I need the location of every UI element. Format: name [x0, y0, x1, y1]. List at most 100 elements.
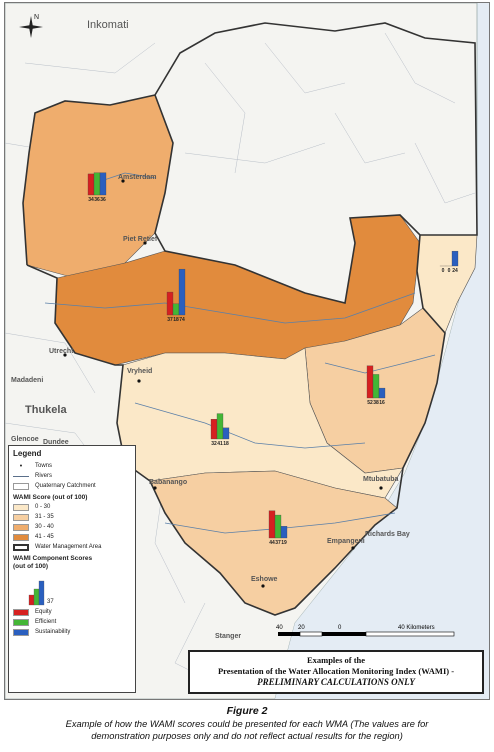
bar-group-central: 37 18 74: [166, 268, 186, 323]
bar-label-south-0: 44: [269, 540, 275, 546]
legend-sustainability: Sustainability: [13, 627, 131, 637]
bar-label-north-1: 36: [94, 197, 100, 203]
legend-row-wma: Water Management Area: [13, 542, 131, 552]
label-mtubatuba: Mtubatuba: [363, 476, 398, 483]
legend-row-rivers: Rivers: [13, 471, 131, 481]
bar-label-central-2: 74: [179, 317, 185, 323]
bar-label-middle-1: 41: [217, 441, 223, 447]
bar-label-east-1: 0: [448, 268, 451, 274]
north-arrow-icon: N: [19, 14, 43, 38]
label-empangeni: Empangeni: [327, 538, 365, 545]
bar-label-south-2: 19: [281, 540, 287, 546]
scale-bar: 40 20 0 40 Kilometers: [274, 622, 474, 644]
bar-label-middle-2: 18: [223, 441, 229, 447]
bar-central-1: [172, 303, 180, 316]
figure-caption: Example of how the WAMI scores could be …: [0, 718, 494, 742]
label-thukela: Thukela: [25, 404, 67, 416]
label-dundee: Dundee: [43, 439, 69, 446]
bar-label-north-2: 36: [100, 197, 106, 203]
title-line-3: PRELIMINARY CALCULATIONS ONLY: [257, 677, 415, 687]
wma-boundary-coast: [26, 234, 446, 616]
legend-efficient: Efficient: [13, 617, 131, 627]
ocean: [275, 233, 489, 699]
bar-group-middle: 32 41 18: [210, 413, 230, 447]
towns: [63, 179, 383, 588]
bar-south-2: [280, 526, 288, 539]
label-richards-bay: Richards Bay: [365, 531, 410, 538]
town-dot-babanango: [153, 486, 157, 490]
scale-tick-3: 40 Kilometers: [398, 625, 435, 631]
label-eshowe: Eshowe: [251, 576, 278, 583]
bar-north-2: [99, 172, 107, 196]
caption-line-2: demonstration purposes only and do not r…: [91, 731, 403, 741]
legend-score-title: WAMI Score (out of 100): [13, 494, 88, 501]
wma-boundary-south: [22, 94, 156, 266]
wma-boundary: [154, 22, 478, 304]
bar-label-east-0: 0: [442, 268, 445, 274]
caption-line-1: Example of how the WAMI scores could be …: [65, 719, 429, 729]
bar-south-east-0: [366, 365, 374, 399]
scale-tick-1: 20: [298, 625, 305, 631]
title-line-1: Examples of the: [306, 655, 366, 665]
bar-label-central-0: 37: [167, 317, 173, 323]
label-vryheid: Vryheid: [127, 368, 152, 375]
label-babanango: Babanango: [149, 479, 187, 486]
town-dot-vryheid: [137, 379, 141, 383]
legend-class-0: 0 - 30: [13, 502, 131, 512]
bar-central-0: [166, 291, 174, 316]
bar-label-south-east-0: 52: [367, 400, 373, 406]
svg-text:37: 37: [47, 599, 54, 605]
bar-group-south-east: 52 38 16: [366, 365, 386, 406]
bar-label-east-2: 24: [452, 268, 458, 274]
legend-equity: Equity: [13, 607, 131, 617]
label-stanger: Stanger: [215, 633, 241, 640]
bar-east-2: [451, 250, 459, 267]
bar-label-middle-0: 32: [211, 441, 217, 447]
bar-north-0: [87, 173, 95, 196]
bar-middle-2: [222, 427, 230, 440]
bar-label-central-1: 18: [173, 317, 179, 323]
map-title-box: Examples of the Presentation of the Wate…: [188, 650, 484, 694]
legend-component-title-2: (out of 100): [13, 563, 49, 570]
label-utrecht: Utrecht: [49, 348, 74, 355]
legend-class-2: 30 - 40: [13, 522, 131, 532]
town-dot-utrecht: [63, 353, 67, 357]
scale-tick-2: 0: [338, 625, 342, 631]
bar-middle-1: [216, 413, 224, 440]
legend-mini-bars: 37: [13, 571, 131, 607]
town-dot-amsterdam: [121, 179, 125, 183]
bar-south-1: [274, 514, 282, 539]
label-madadeni: Madadeni: [11, 377, 43, 384]
bar-central-2: [178, 268, 186, 316]
town-dot-empangeni: [351, 546, 355, 550]
bar-north-1: [93, 172, 101, 196]
bar-group-south: 44 37 19: [268, 510, 288, 546]
label-amsterdam: Amsterdam: [118, 174, 157, 181]
scale-tick-0: 40: [276, 625, 283, 631]
bar-south-0: [268, 510, 276, 539]
bar-group-east: 0 0 24: [439, 250, 459, 274]
legend-class-3: 41 - 45: [13, 532, 131, 542]
bar-middle-0: [210, 419, 218, 440]
title-line-2: Presentation of the Water Allocation Mon…: [217, 666, 455, 676]
legend-title: Legend: [13, 449, 42, 458]
town-dot-eshowe: [261, 584, 265, 588]
legend-class-1: 31 - 35: [13, 512, 131, 522]
legend-row-quaternary: Quaternary Catchment: [13, 481, 131, 491]
bar-label-south-1: 37: [275, 540, 281, 546]
town-dot-mtubatuba: [379, 486, 383, 490]
bar-label-south-east-1: 38: [373, 400, 379, 406]
legend: Legend • Towns Rivers Quaternary Catchmen…: [8, 445, 136, 693]
label-piet-retief: Piet Retief: [123, 236, 158, 243]
bar-label-north-0: 34: [88, 197, 94, 203]
bar-south-east-1: [372, 374, 380, 399]
bar-group-north: 34 36 36: [87, 172, 107, 203]
bar-south-east-2: [378, 387, 386, 399]
town-dot-piet-retief: [143, 241, 147, 245]
legend-row-towns: • Towns: [19, 462, 53, 470]
compass-north: N: [34, 14, 39, 21]
label-glencoe: Glencoe: [11, 436, 39, 443]
label-inkomati: Inkomati: [87, 19, 129, 31]
legend-component-title-1: WAMI Component Scores: [13, 555, 93, 562]
